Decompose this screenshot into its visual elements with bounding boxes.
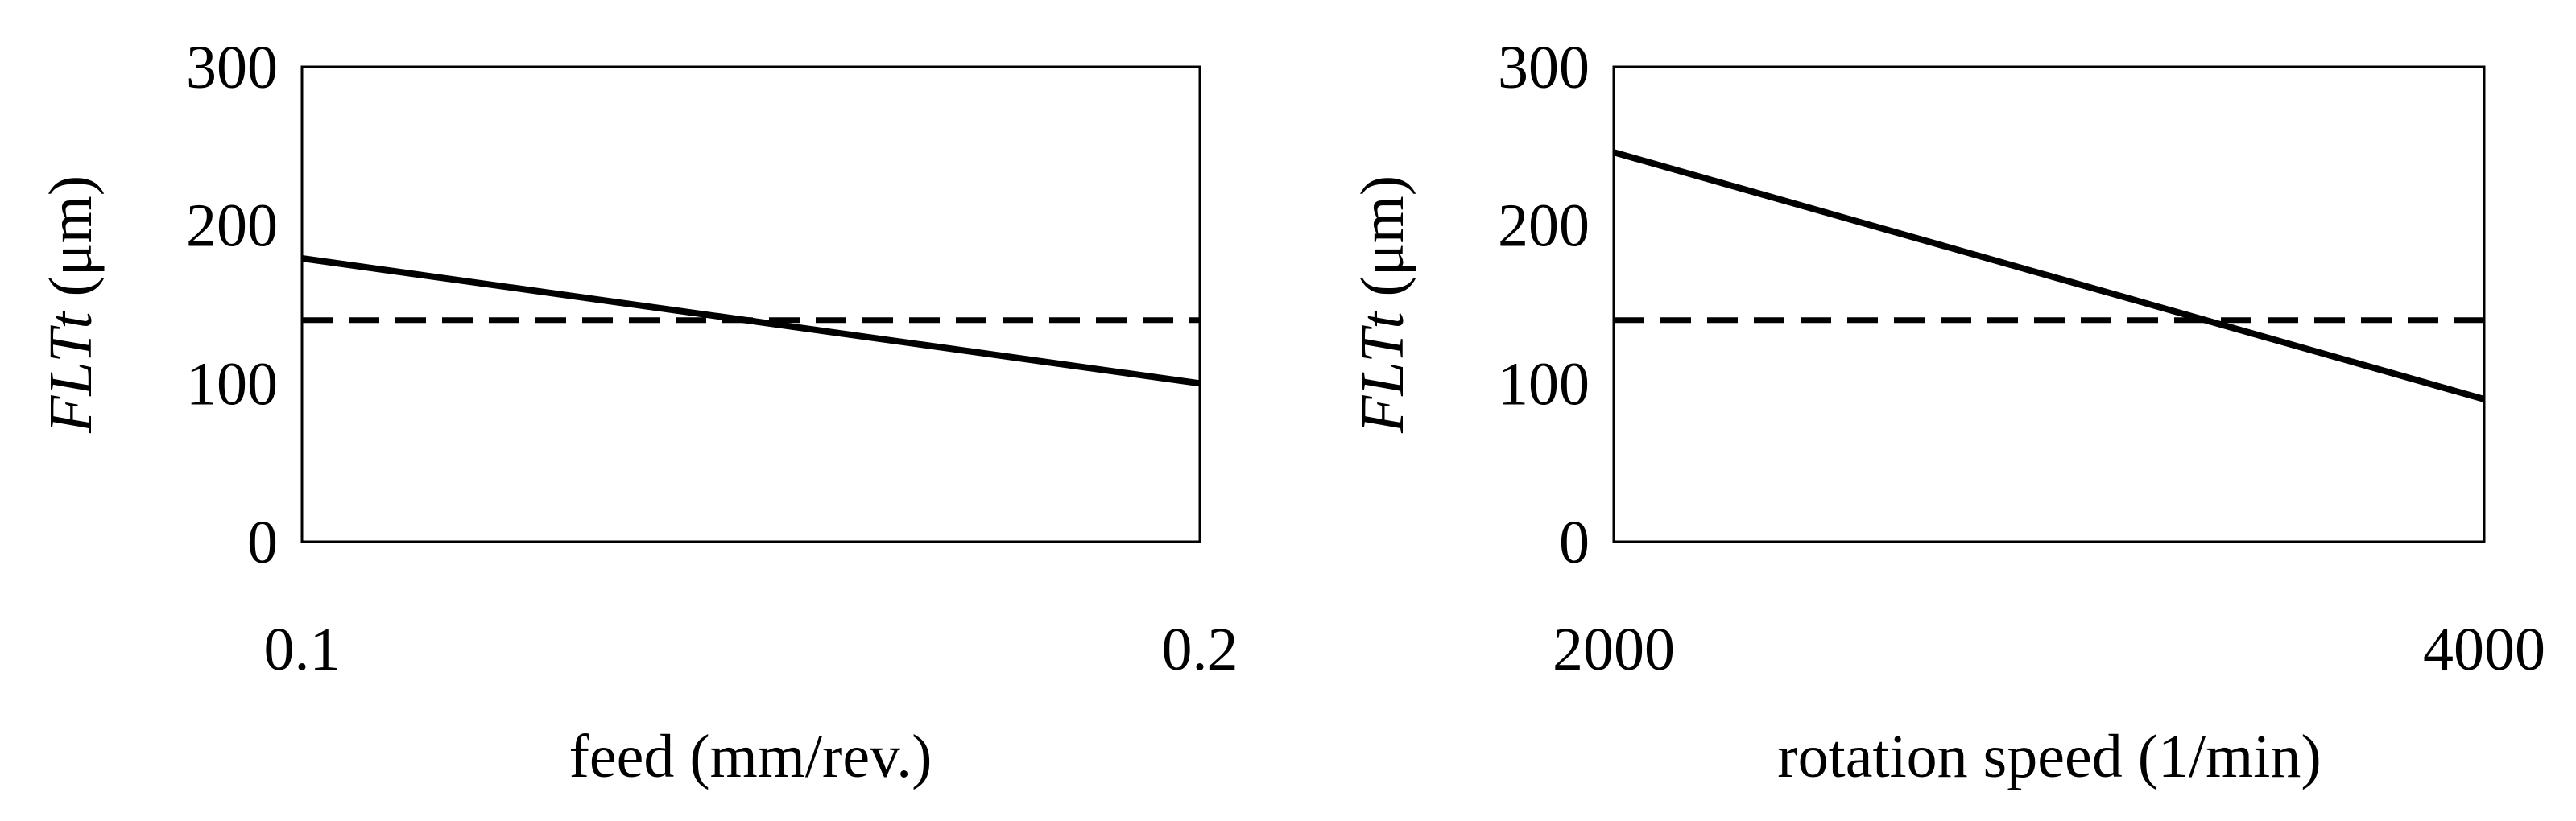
x-tick-label: 0.2 — [1162, 616, 1238, 683]
y-tick-label: 0 — [1559, 509, 1590, 576]
y-axis-label-symbol: FLTt — [1349, 311, 1416, 434]
y-axis-label: FLTt (μm) — [1349, 175, 1416, 434]
y-tick-label: 200 — [1498, 192, 1590, 260]
x-axis-label: rotation speed (1/min) — [1777, 723, 2321, 790]
plot-frame — [300, 65, 1201, 543]
x-tick-label: 0.1 — [264, 616, 341, 683]
y-tick-label: 0 — [247, 509, 278, 576]
chart-panel-feed: 0 100 200 300 0.1 0.2 feed (mm/rev.) FLTt (μ… — [37, 34, 1238, 790]
series-group — [1612, 149, 2486, 402]
y-tick-labels: 0 100 200 300 — [186, 34, 278, 576]
y-axis-label-unit: (μm) — [37, 175, 105, 311]
x-tick-labels: 0.1 0.2 — [264, 616, 1238, 683]
y-tick-label: 100 — [186, 350, 278, 418]
series-group — [301, 255, 1201, 387]
x-tick-labels: 2000 4000 — [1553, 616, 2545, 683]
y-axis-label-unit: (μm) — [1349, 175, 1416, 311]
y-tick-label: 200 — [186, 192, 278, 260]
series-line — [1612, 149, 2486, 402]
y-axis-label-symbol: FLTt — [37, 311, 105, 434]
chart-panel-rotation-speed: 0 100 200 300 2000 4000 rotation speed (1/mi… — [1349, 34, 2545, 790]
y-tick-label: 300 — [186, 34, 278, 101]
y-tick-label: 300 — [1498, 34, 1590, 101]
y-tick-labels: 0 100 200 300 — [1498, 34, 1590, 576]
y-axis-label: FLTt (μm) — [37, 175, 105, 434]
y-tick-label: 100 — [1498, 350, 1590, 418]
x-tick-label: 4000 — [2423, 616, 2545, 683]
x-axis-label: feed (mm/rev.) — [569, 723, 932, 790]
plot-frame — [1612, 65, 2486, 543]
x-tick-label: 2000 — [1553, 616, 1675, 683]
